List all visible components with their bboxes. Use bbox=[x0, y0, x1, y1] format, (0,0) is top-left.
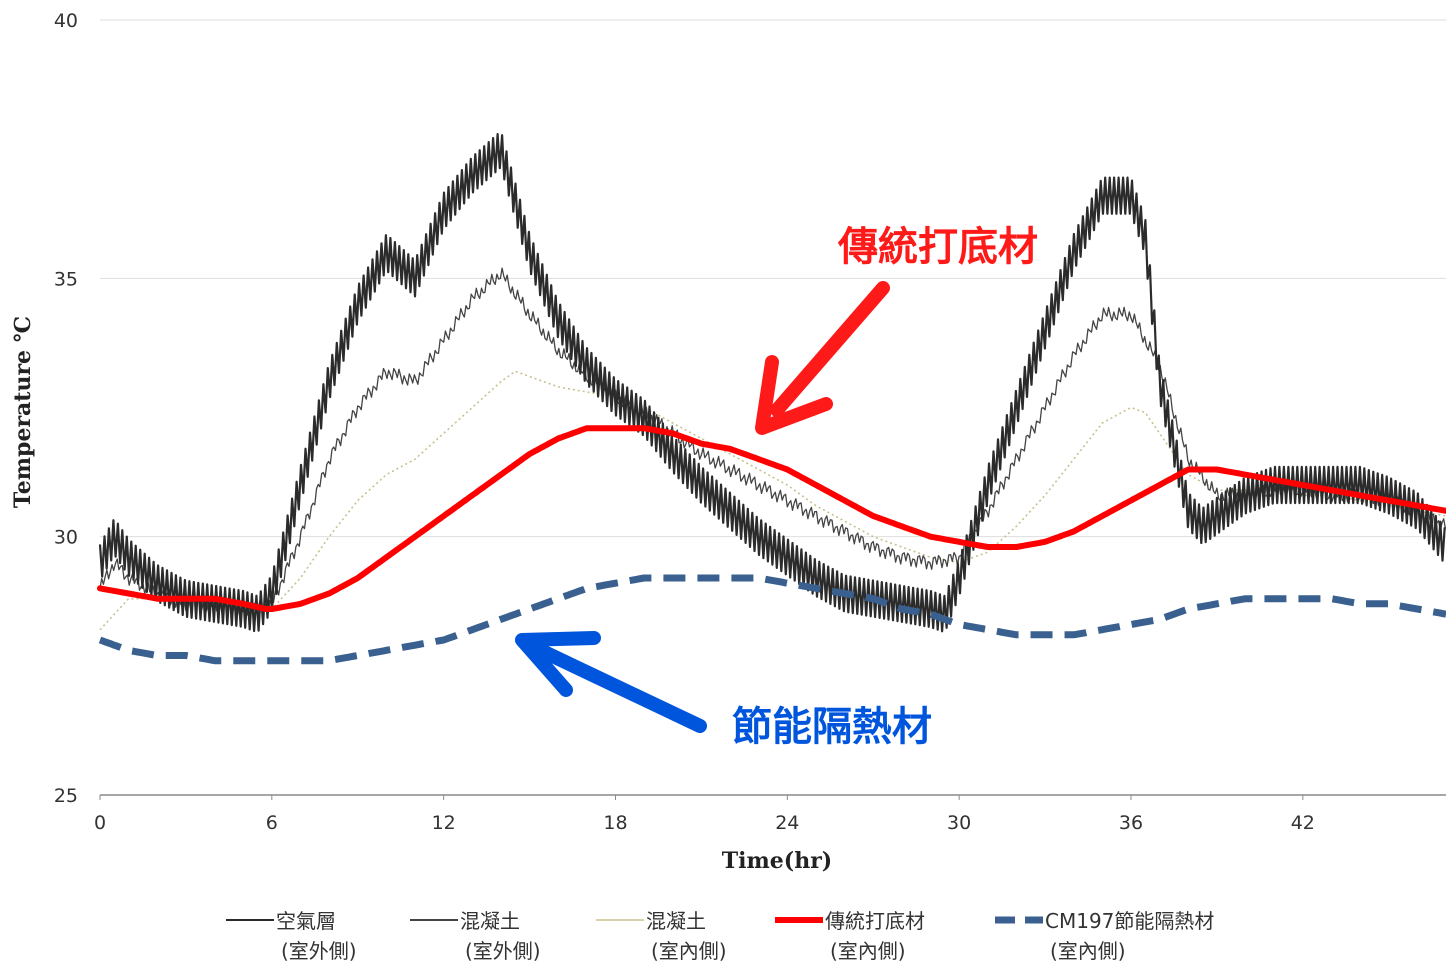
x-tick-label: 18 bbox=[603, 812, 627, 834]
y-tick-labels: 40 35 30 25 bbox=[54, 10, 78, 807]
y-tick-label: 30 bbox=[54, 527, 78, 549]
red-arrow-head bbox=[755, 355, 833, 435]
legend-label-4: CM197節能隔熱材 bbox=[1045, 909, 1214, 933]
y-tick-label: 25 bbox=[54, 785, 78, 807]
legend: 空氣層 (室外側) 混凝土 (室外側) 混凝土 (室內側) 傳統打底材 (室內側) CM197節… bbox=[226, 909, 1214, 963]
red-arrow-shaft bbox=[770, 281, 890, 417]
legend-label-2: 混凝土 bbox=[646, 909, 706, 933]
x-axis-label: Time(hr) bbox=[722, 848, 832, 874]
series-line-4 bbox=[98, 574, 1446, 665]
series-line-0 bbox=[98, 133, 1446, 633]
grid-lines bbox=[100, 19, 1446, 538]
blue-arrow-head bbox=[515, 631, 601, 697]
annotation-traditional-material: 傳統打底材 bbox=[837, 224, 1038, 270]
legend-label-0: 空氣層 bbox=[276, 909, 336, 933]
series-line-2 bbox=[99, 370, 1446, 631]
y-axis-label: Temperature ℃ bbox=[10, 316, 36, 508]
x-tick-label: 36 bbox=[1119, 812, 1143, 834]
annotations: 傳統打底材 節能隔熱材 bbox=[515, 224, 1038, 750]
annotation-energy-saving-material: 節能隔熱材 bbox=[732, 704, 932, 750]
series-lines bbox=[97, 133, 1446, 665]
x-tick-label: 12 bbox=[432, 812, 456, 834]
legend-sublabel-0: (室外側) bbox=[281, 939, 357, 963]
legend-label-3: 傳統打底材 bbox=[825, 909, 925, 933]
y-tick-label: 40 bbox=[54, 10, 78, 32]
x-tick-label: 30 bbox=[947, 812, 971, 834]
legend-sublabel-4: (室內側) bbox=[1050, 939, 1126, 963]
legend-sublabel-2: (室內側) bbox=[651, 939, 727, 963]
series-line-3 bbox=[97, 425, 1446, 612]
blue-arrow-shaft bbox=[533, 643, 707, 733]
x-tick-label: 42 bbox=[1291, 812, 1315, 834]
x-tick-label: 6 bbox=[266, 812, 278, 834]
x-tick-label: 24 bbox=[775, 812, 799, 834]
x-tick-labels: 0 6 12 18 24 30 36 42 bbox=[94, 795, 1315, 834]
x-tick-label: 0 bbox=[94, 812, 106, 834]
legend-label-1: 混凝土 bbox=[460, 909, 520, 933]
y-tick-label: 35 bbox=[54, 268, 78, 290]
legend-sublabel-1: (室外側) bbox=[465, 939, 541, 963]
legend-sublabel-3: (室內側) bbox=[830, 939, 906, 963]
